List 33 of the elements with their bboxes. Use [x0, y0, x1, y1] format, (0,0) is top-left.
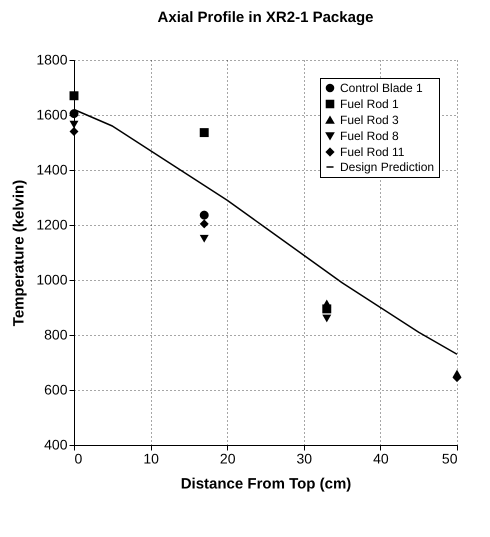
- x-tick-label: 40: [373, 450, 389, 466]
- x-tick-label: 30: [296, 450, 312, 466]
- x-tick-label: 20: [220, 450, 236, 466]
- legend-label: Fuel Rod 1: [340, 97, 400, 111]
- y-tick-label: 800: [44, 326, 68, 342]
- point: [70, 91, 78, 100]
- y-tick-label: 400: [44, 436, 68, 452]
- x-tick-label: 10: [143, 450, 160, 466]
- y-tick-label: 1000: [36, 272, 68, 288]
- point: [200, 219, 209, 228]
- point: [200, 234, 209, 243]
- point: [70, 109, 78, 118]
- y-tick-label: 1600: [36, 106, 68, 122]
- legend-label: Control Blade 1: [340, 81, 424, 95]
- point: [200, 128, 209, 138]
- y-tick-label: 1400: [36, 162, 68, 178]
- point: [200, 210, 209, 220]
- point: [322, 314, 332, 322]
- y-tick-label: 1800: [36, 52, 68, 68]
- point: [322, 300, 332, 308]
- x-tick-label: 0: [74, 450, 82, 466]
- point: [70, 120, 78, 128]
- legend-label: Fuel Rod 8: [340, 129, 400, 143]
- legend-label: Fuel Rod 11: [340, 145, 405, 159]
- x-axis-title: Distance From Top (cm): [180, 476, 352, 492]
- y-tick-label: 1200: [36, 216, 68, 232]
- legend-label: Design Prediction: [340, 160, 434, 174]
- y-tick-label: 600: [44, 382, 68, 398]
- x-tick-label: 50: [442, 450, 458, 466]
- chart-title: Axial Profile in XR2-1 Package: [158, 9, 374, 26]
- point: [70, 127, 78, 136]
- y-axis-title: Temperature (kelvin): [10, 180, 28, 326]
- legend-label: Fuel Rod 3: [340, 113, 400, 127]
